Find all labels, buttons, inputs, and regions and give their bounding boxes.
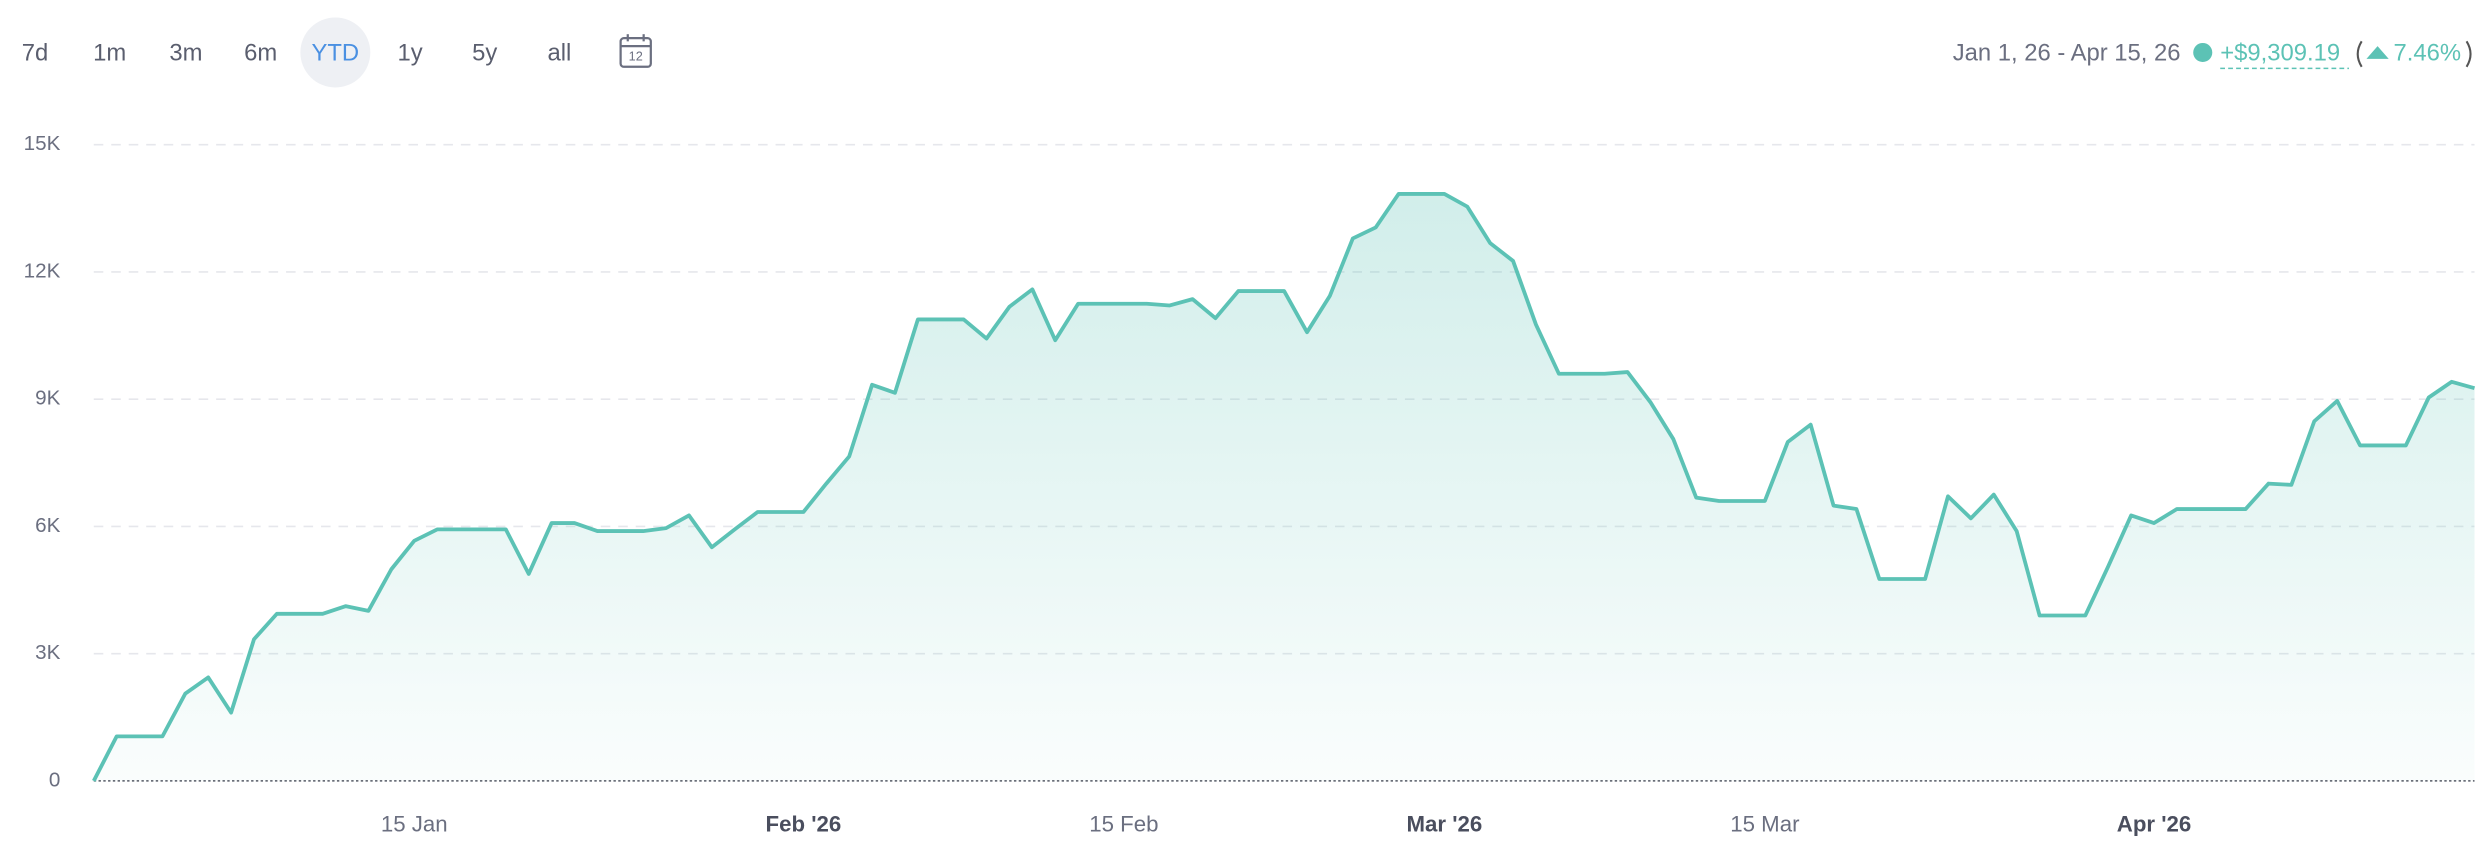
x-tick-label: 15 Jan — [381, 811, 448, 836]
calendar-icon — [619, 37, 652, 68]
y-tick-label: 0 — [49, 768, 60, 791]
range-button[interactable]: 1y — [397, 39, 422, 66]
value-line — [92, 192, 2476, 782]
range-button-label: 3m — [169, 39, 202, 66]
range-button-label: 1m — [93, 39, 126, 66]
range-button-label: 7d — [22, 39, 49, 66]
area-fill — [93, 193, 2475, 781]
x-tick-label: 15 Feb — [1089, 811, 1158, 836]
calendar-button[interactable]: 12 — [619, 34, 652, 68]
change-value[interactable]: +$9,309.19 — [2220, 39, 2340, 66]
y-tick-label: 3K — [35, 641, 60, 664]
range-button[interactable]: YTD — [300, 17, 371, 88]
range-button[interactable]: 1m — [93, 39, 126, 66]
change-up-arrow — [2366, 46, 2389, 59]
range-button[interactable]: 6m — [244, 39, 277, 66]
paren-close — [2465, 40, 2472, 68]
y-tick-label: 6K — [35, 514, 60, 537]
range-button[interactable]: 5y — [472, 39, 497, 66]
range-button-highlight — [300, 17, 371, 88]
x-tick-label: 15 Mar — [1730, 811, 1800, 836]
range-button-label: 5y — [472, 39, 497, 66]
change-dot — [2193, 42, 2213, 63]
range-button[interactable]: all — [548, 39, 572, 66]
calendar-day: 12 — [629, 49, 643, 64]
range-button[interactable]: 7d — [22, 39, 49, 66]
paren-open — [2356, 40, 2363, 68]
x-tick-label: Mar '26 — [1407, 811, 1483, 836]
y-tick-label: 12K — [24, 259, 61, 282]
date-range: Jan 1, 26 - Apr 15, 26 — [1953, 39, 2181, 66]
y-tick-label: 9K — [35, 387, 60, 410]
range-button-label: all — [548, 39, 572, 66]
change-percent: 7.46% — [2393, 39, 2461, 66]
x-tick-label: Apr '26 — [2117, 811, 2192, 836]
range-button-label: 1y — [397, 39, 422, 66]
range-button-label: 6m — [244, 39, 277, 66]
x-tick-label: Feb '26 — [766, 811, 842, 836]
range-button-label: YTD — [312, 39, 360, 66]
y-tick-label: 15K — [24, 132, 61, 155]
range-button[interactable]: 3m — [169, 39, 202, 66]
